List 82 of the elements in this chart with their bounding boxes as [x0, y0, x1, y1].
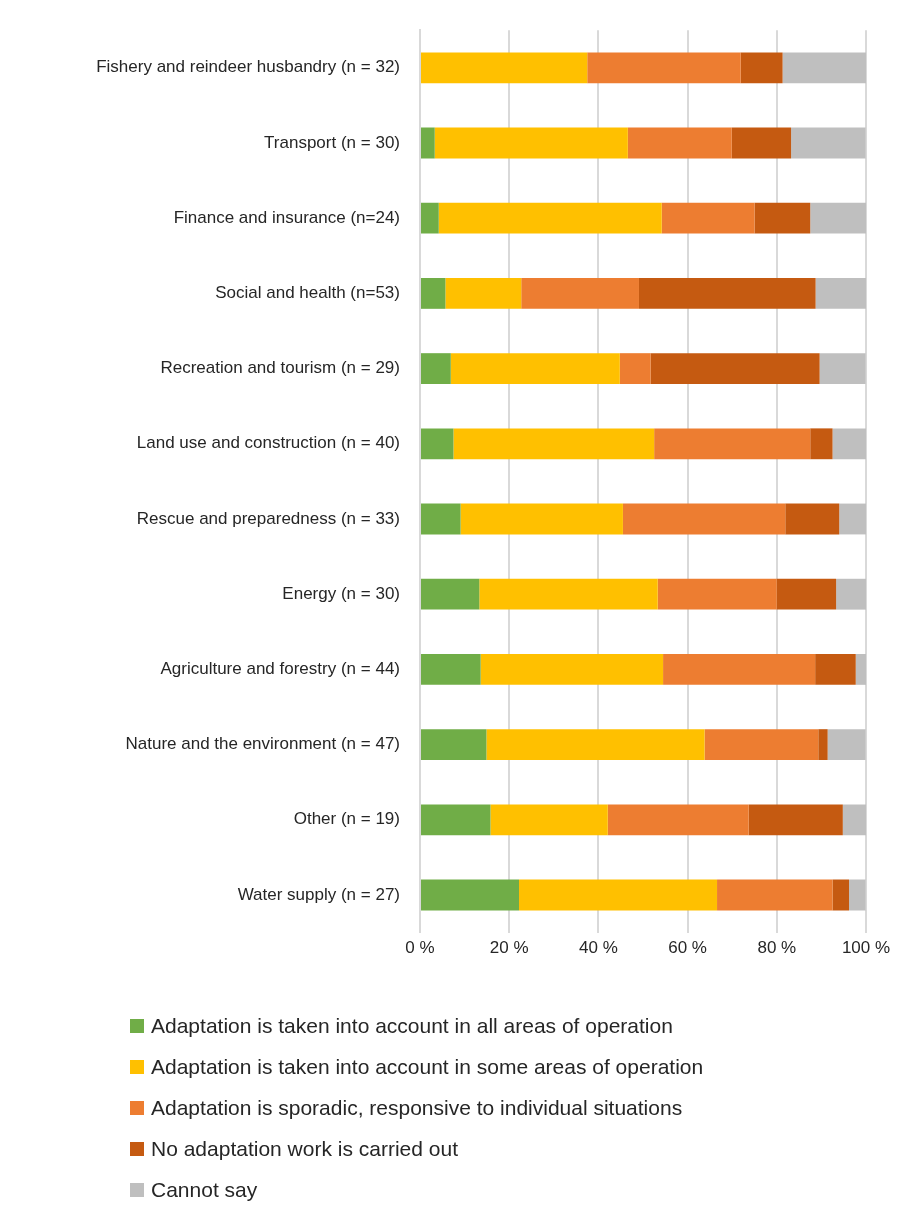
y-tick-label: Transport (n = 30): [264, 132, 400, 152]
bar: [657, 578, 777, 610]
bar: [827, 729, 866, 761]
bar: [785, 503, 840, 535]
bar: [748, 804, 843, 836]
bar: [791, 127, 866, 159]
bar: [855, 653, 866, 685]
bar: [421, 428, 454, 460]
bar: [654, 428, 811, 460]
legend-label: Cannot say: [151, 1177, 258, 1202]
bar: [818, 729, 828, 761]
bar: [661, 202, 755, 234]
bar: [490, 804, 608, 836]
bar: [776, 578, 837, 610]
bar: [842, 804, 866, 836]
bar: [810, 202, 866, 234]
bar: [607, 804, 749, 836]
bar: [704, 729, 819, 761]
bar: [519, 879, 718, 911]
y-tick-label: Agriculture and forestry (n = 44): [160, 659, 400, 679]
bar: [421, 202, 439, 234]
bar: [839, 503, 866, 535]
bar: [450, 353, 620, 385]
bar: [849, 879, 866, 911]
y-tick-label: Nature and the environment (n = 47): [125, 734, 400, 754]
bar: [836, 578, 866, 610]
legend-label: Adaptation is taken into account in all areas of operation: [151, 1013, 673, 1038]
bar: [663, 653, 816, 685]
legend-label: Adaptation is taken into account in some areas of operation: [151, 1054, 704, 1079]
bar: [421, 653, 481, 685]
y-tick-label: Land use and construction (n = 40): [136, 433, 400, 453]
x-tick-label: 60 %: [668, 938, 707, 958]
bar: [650, 353, 820, 385]
bar: [627, 127, 732, 159]
bar: [421, 353, 451, 385]
y-tick-label: Water supply (n = 27): [237, 884, 400, 904]
bar: [421, 578, 480, 610]
bar: [815, 277, 866, 309]
bar: [754, 202, 811, 234]
bar: [421, 503, 461, 535]
bar: [521, 277, 639, 309]
bar: [619, 353, 651, 385]
x-tick-label: 40 %: [579, 938, 618, 958]
bar: [740, 52, 783, 84]
bar: [434, 127, 628, 159]
y-tick-label: Other (n = 19): [293, 809, 400, 829]
x-tick-label: 80 %: [757, 938, 797, 958]
y-tick-label: Rescue and preparedness (n = 33): [136, 508, 400, 528]
bar: [622, 503, 786, 535]
x-tick-label: 0 %: [405, 938, 435, 958]
y-tick-label: Energy (n = 30): [282, 583, 400, 603]
bar: [445, 277, 522, 309]
y-tick-label: Social and health (n=53): [215, 283, 400, 303]
bar: [421, 729, 487, 761]
bar: [782, 52, 866, 84]
y-tick-label: Finance and insurance (n=24): [173, 207, 400, 227]
bar: [421, 879, 520, 911]
x-tick-label: 100 %: [841, 938, 891, 958]
bar: [832, 879, 850, 911]
bar: [421, 127, 435, 159]
bar: [460, 503, 623, 535]
bar: [479, 578, 658, 610]
bar: [421, 804, 491, 836]
y-tick-label: Recreation and tourism (n = 29): [160, 358, 400, 378]
x-tick-label: 20 %: [489, 938, 529, 958]
bar: [421, 52, 588, 84]
bar: [819, 353, 866, 385]
y-tick-label: Fishery and reindeer husbandry (n = 32): [96, 57, 400, 77]
bar: [453, 428, 655, 460]
bar: [810, 428, 833, 460]
legend-label: Adaptation is sporadic, responsive to individual situations: [151, 1095, 683, 1120]
bar: [638, 277, 816, 309]
bar: [815, 653, 856, 685]
bar: [731, 127, 792, 159]
bar: [421, 277, 446, 309]
bar: [832, 428, 866, 460]
bar: [486, 729, 705, 761]
bar: [587, 52, 741, 84]
legend-label: No adaptation work is carried out: [151, 1136, 458, 1161]
bar: [717, 879, 833, 911]
bar: [480, 653, 664, 685]
bar: [438, 202, 662, 234]
